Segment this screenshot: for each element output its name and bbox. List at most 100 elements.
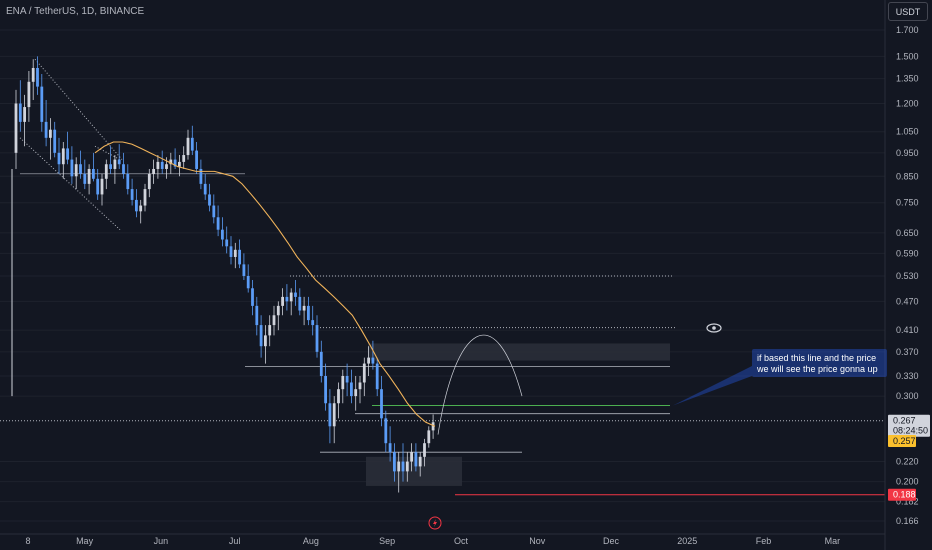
lightning-circle bbox=[428, 516, 442, 530]
price-tick-label: 1.500 bbox=[896, 51, 919, 61]
candle-body bbox=[216, 217, 220, 230]
eye-icon bbox=[706, 323, 722, 333]
time-tick-label: 8 bbox=[25, 536, 30, 546]
candle-body bbox=[139, 205, 143, 212]
candle-body bbox=[294, 292, 297, 297]
price-tick-label: 0.200 bbox=[896, 477, 919, 487]
candle-body bbox=[341, 375, 345, 390]
candle-body bbox=[100, 178, 104, 195]
price-tick-label: 0.300 bbox=[896, 391, 919, 401]
price-tick-label: 0.182 bbox=[896, 497, 919, 507]
time-axis: 8 May Jun Jul Aug Sep Oct Nov Dec 2025 Feb Mar bbox=[25, 536, 840, 546]
candle-body bbox=[147, 173, 151, 190]
candle-body bbox=[367, 357, 370, 364]
time-tick-label: 2025 bbox=[677, 536, 697, 546]
candle-body bbox=[332, 403, 336, 427]
symbol-title: ENA / TetherUS, 1D, BINANCE bbox=[6, 6, 145, 17]
price-tick-label: 0.590 bbox=[896, 248, 919, 258]
projection-arc bbox=[437, 334, 523, 435]
last-price-value: 0.267 bbox=[893, 416, 916, 426]
callout-text: if based this line and the price bbox=[757, 353, 876, 363]
candle-body bbox=[397, 461, 401, 472]
lightning-icon bbox=[428, 516, 442, 530]
candle-body bbox=[36, 67, 39, 87]
candle-body bbox=[87, 168, 91, 184]
time-tick-label: Oct bbox=[454, 536, 469, 546]
time-tick-label: Jun bbox=[154, 536, 169, 546]
candle-body bbox=[57, 152, 61, 165]
candle-body bbox=[130, 189, 134, 200]
candle-body bbox=[388, 443, 392, 453]
candle-body bbox=[74, 164, 78, 177]
candle-body bbox=[186, 137, 190, 156]
price-tick-label: 0.470 bbox=[896, 296, 919, 306]
trend-line bbox=[19, 137, 121, 231]
candle-body bbox=[328, 403, 332, 427]
candle-body bbox=[126, 173, 130, 190]
chart-grid bbox=[0, 29, 885, 522]
candle-body bbox=[96, 178, 100, 195]
candle-body bbox=[117, 159, 121, 165]
time-tick-label: Sep bbox=[379, 536, 395, 546]
candle-body bbox=[156, 161, 160, 169]
candle-body bbox=[40, 86, 44, 122]
candle-body bbox=[169, 159, 173, 165]
candle-body bbox=[233, 249, 237, 257]
candle-body bbox=[345, 375, 349, 383]
price-tick-label: 1.350 bbox=[896, 74, 919, 84]
candle-body bbox=[393, 452, 396, 472]
callout-box bbox=[752, 349, 887, 377]
candle-body bbox=[414, 452, 418, 467]
candle-body bbox=[371, 357, 375, 364]
candle-body bbox=[427, 430, 431, 444]
price-tick-label: 0.410 bbox=[896, 325, 919, 335]
candle-body bbox=[221, 229, 224, 240]
candle-body bbox=[281, 296, 284, 306]
candles bbox=[14, 56, 435, 493]
price-tick-label: 1.200 bbox=[896, 99, 919, 109]
price-tick-label: 0.166 bbox=[896, 516, 919, 526]
price-tick-label: 0.750 bbox=[896, 198, 919, 208]
candle-body bbox=[178, 161, 181, 167]
candle-body bbox=[264, 335, 267, 347]
candle-body bbox=[70, 159, 74, 177]
candle-body bbox=[375, 363, 379, 390]
red-level-value: 0.188 bbox=[893, 490, 916, 500]
candle-body bbox=[160, 161, 164, 169]
time-tick-label: Aug bbox=[303, 536, 319, 546]
candle-body bbox=[311, 320, 315, 326]
candle-body bbox=[246, 275, 250, 289]
price-zones bbox=[366, 343, 670, 486]
price-tick-label: 1.050 bbox=[896, 127, 919, 137]
horizontal-levels bbox=[0, 168, 885, 496]
candle-body bbox=[319, 351, 323, 376]
candle-body bbox=[276, 305, 280, 316]
candle-body bbox=[182, 155, 186, 162]
candle-body bbox=[362, 363, 366, 383]
support-zone bbox=[366, 456, 462, 486]
candle-body bbox=[401, 461, 405, 472]
candle-body bbox=[173, 159, 177, 167]
currency-button[interactable]: USDT bbox=[888, 2, 928, 21]
candle-body bbox=[83, 173, 87, 184]
candle-body bbox=[53, 129, 57, 153]
candle-body bbox=[302, 305, 306, 311]
candle-body bbox=[238, 249, 241, 265]
trend-line bbox=[34, 58, 123, 160]
candle-body bbox=[212, 205, 216, 218]
time-tick-label: May bbox=[76, 536, 94, 546]
candle-body bbox=[307, 305, 310, 321]
candle-body bbox=[195, 150, 198, 169]
candle-body bbox=[66, 148, 69, 160]
time-tick-label: Feb bbox=[756, 536, 772, 546]
candle-body bbox=[79, 164, 82, 174]
candle-body bbox=[229, 246, 233, 257]
candle-body bbox=[31, 67, 35, 82]
time-tick-label: Jul bbox=[229, 536, 241, 546]
candle-body bbox=[251, 288, 254, 306]
candle-body bbox=[208, 194, 211, 206]
